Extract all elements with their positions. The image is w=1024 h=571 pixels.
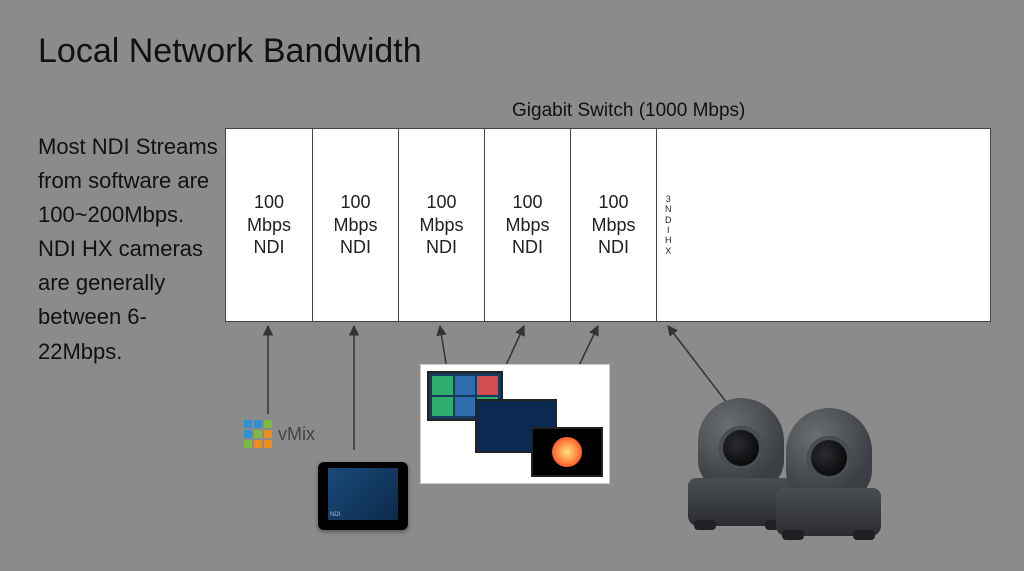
tablet-source: NDI — [318, 462, 408, 530]
bandwidth-slot: 3NDIHX — [656, 129, 680, 321]
switch-label: Gigabit Switch (1000 Mbps) — [512, 100, 745, 122]
vmix-label: vMix — [278, 424, 315, 445]
ptz-camera-2 — [776, 408, 881, 536]
bandwidth-slot: 100MbpsNDI — [570, 129, 656, 321]
monitor-panel — [531, 427, 603, 477]
gigabit-switch-box: 100MbpsNDI100MbpsNDI100MbpsNDI100MbpsNDI… — [225, 128, 991, 322]
vmix-source: vMix — [244, 420, 315, 448]
slide-title: Local Network Bandwidth — [38, 32, 422, 71]
bandwidth-slot: 100MbpsNDI — [484, 129, 570, 321]
bandwidth-slot: 100MbpsNDI — [226, 129, 312, 321]
description-text: Most NDI Streams from software are 100~2… — [38, 130, 218, 369]
vmix-logo-icon — [244, 420, 272, 448]
bandwidth-slot: 100MbpsNDI — [312, 129, 398, 321]
tablet-screen-text: NDI — [330, 512, 340, 518]
bandwidth-slot: 100MbpsNDI — [398, 129, 484, 321]
software-monitors — [420, 364, 610, 484]
